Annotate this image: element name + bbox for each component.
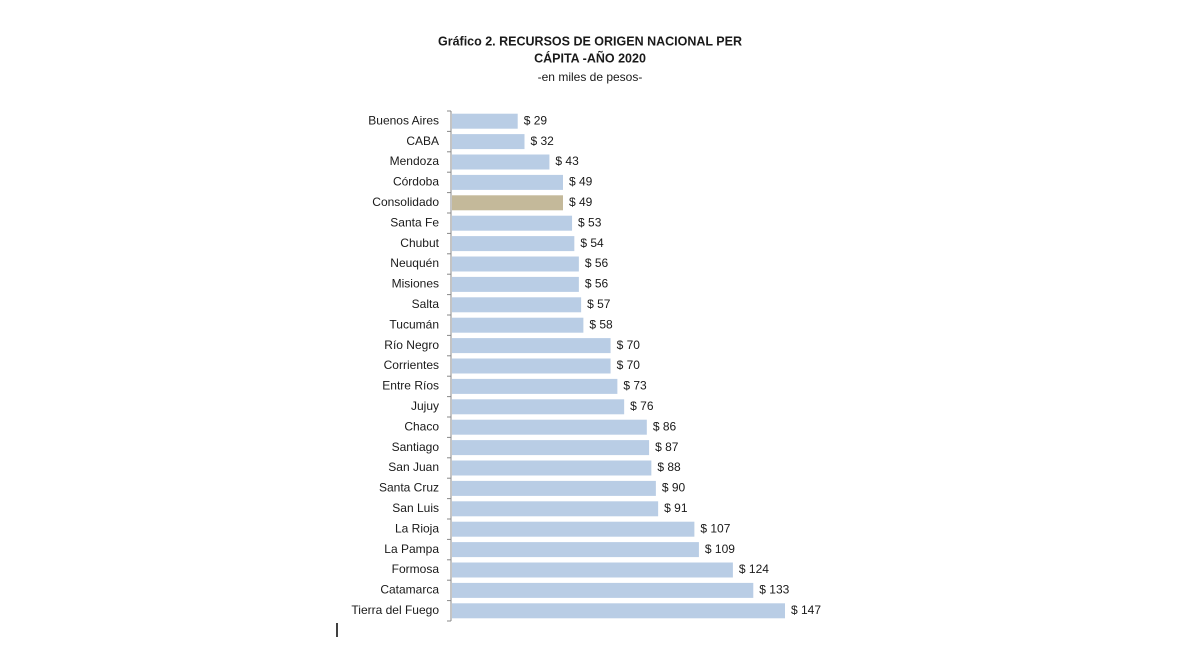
value-label: $ 43 [555,154,579,168]
bar [452,297,582,313]
bar [452,542,699,558]
category-label: San Luis [392,501,439,515]
bar [452,113,518,129]
bar [452,419,647,435]
category-label: Salta [412,297,440,311]
category-label: La Rioja [395,521,439,535]
category-label: Santa Cruz [379,481,439,495]
bar [452,215,573,231]
category-label: Tierra del Fuego [351,603,439,617]
category-label: Consolidado [372,195,439,209]
bar [452,603,785,619]
value-label: $ 49 [569,195,593,209]
category-label: Santa Fe [390,215,439,229]
value-label: $ 49 [569,175,593,189]
category-label: Córdoba [393,175,439,189]
value-label: $ 29 [524,113,548,127]
bar [452,378,618,394]
bar [452,134,525,150]
chart-title: CÁPITA -AÑO 2020 [534,50,646,65]
bar [452,521,695,537]
bar [452,358,611,374]
category-label: Formosa [392,562,440,576]
value-label: $ 90 [662,481,686,495]
value-label: $ 86 [653,419,677,433]
value-label: $ 32 [530,134,554,148]
value-label: $ 53 [578,215,602,229]
bar [452,276,579,292]
value-label: $ 88 [657,460,681,474]
category-label: Río Negro [384,338,439,352]
category-label: CABA [406,134,439,148]
category-label: Mendoza [390,154,440,168]
chart-subtitle: -en miles de pesos- [538,70,643,84]
bar [452,399,625,415]
bar [452,338,611,354]
category-label: Entre Ríos [382,379,439,393]
value-label: $ 87 [655,440,679,454]
value-label: $ 107 [700,521,730,535]
value-label: $ 109 [705,542,735,556]
value-label: $ 56 [585,256,609,270]
category-label: Catamarca [380,583,439,597]
category-label: Neuquén [390,256,439,270]
value-label: $ 57 [587,297,611,311]
category-label: Chubut [400,236,439,250]
bar [452,195,563,211]
bar [452,582,754,598]
value-label: $ 54 [580,236,604,250]
value-label: $ 133 [759,583,789,597]
category-label: San Juan [388,460,439,474]
category-label: Chaco [404,419,439,433]
bar [452,317,584,333]
chart-title: Gráfico 2. RECURSOS DE ORIGEN NACIONAL P… [438,34,742,48]
category-label: La Pampa [384,542,439,556]
value-label: $ 76 [630,399,654,413]
bar [452,440,650,456]
value-label: $ 147 [791,603,821,617]
bar [452,174,563,190]
bar [452,154,550,170]
category-label: Buenos Aires [368,113,439,127]
value-label: $ 58 [589,317,613,331]
category-label: Tucumán [389,317,439,331]
value-label: $ 70 [617,358,641,372]
bar [452,256,579,272]
value-label: $ 91 [664,501,688,515]
bar [452,480,656,496]
bar [452,236,575,252]
category-label: Misiones [392,277,439,291]
category-label: Jujuy [411,399,439,413]
bar [452,501,659,517]
bar [452,460,652,476]
category-label: Corrientes [384,358,439,372]
value-label: $ 70 [617,338,641,352]
category-label: Santiago [392,440,440,454]
value-label: $ 73 [623,379,647,393]
value-label: $ 124 [739,562,769,576]
value-label: $ 56 [585,277,609,291]
bar [452,562,733,578]
